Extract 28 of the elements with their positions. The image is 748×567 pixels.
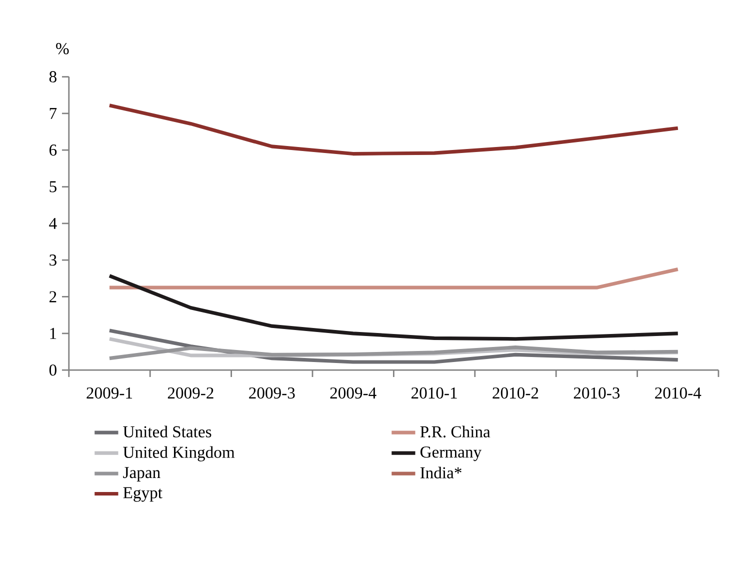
- y-tick-label: 4: [49, 218, 57, 229]
- x-tick-label: 2010-2: [492, 387, 538, 399]
- y-tick-label: 2: [50, 291, 56, 302]
- legend-label: Japan: [123, 467, 160, 482]
- line-series: [108, 274, 680, 341]
- x-tick-label: 2010-1: [412, 387, 457, 399]
- y-tick-label: 6: [50, 144, 57, 156]
- legend-label: United Kingdom: [123, 446, 235, 462]
- line-series: [108, 104, 680, 156]
- legend-label: United States: [123, 426, 212, 438]
- line-series: [108, 346, 680, 360]
- y-tick-label: 3: [50, 254, 56, 266]
- legend-label: P.R. China: [420, 426, 490, 438]
- x-tick-label: 2010-3: [574, 387, 620, 399]
- y-tick-label: 7: [50, 108, 57, 119]
- y-tick-label: 1: [50, 328, 56, 339]
- y-tick-label: 0: [49, 364, 56, 376]
- y-tick-label: 8: [49, 71, 56, 82]
- x-tick-label: 2009-1: [86, 387, 132, 399]
- legend-label: Egypt: [123, 487, 162, 502]
- x-tick-label: 2010-4: [655, 387, 702, 399]
- y-axis-title: %: [56, 43, 69, 54]
- x-tick-label: 2009-2: [168, 387, 214, 399]
- y-tick-label: 5: [50, 181, 56, 192]
- legend-label: India*: [420, 466, 462, 478]
- x-tick-label: 2009-4: [330, 387, 376, 399]
- legend-label: Germany: [420, 446, 482, 462]
- x-tick-label: 2009-3: [249, 387, 295, 399]
